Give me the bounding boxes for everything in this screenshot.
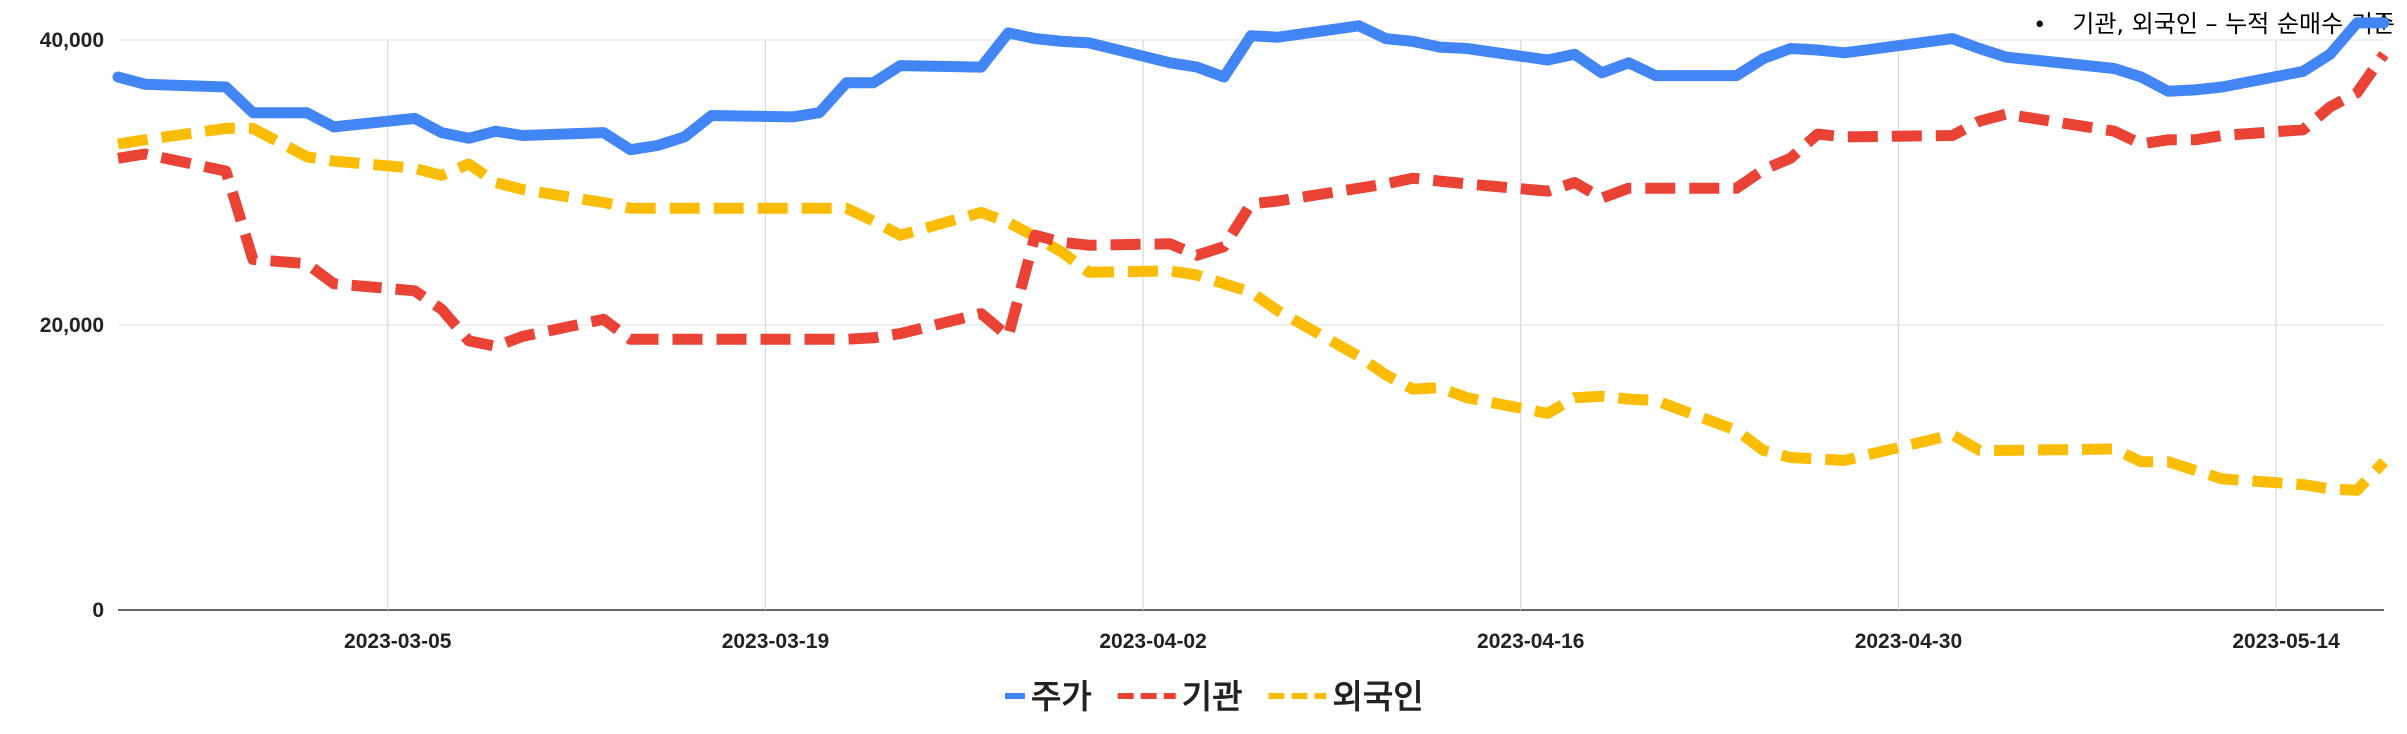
x-tick-label: 2023-04-16 [1477,630,1584,653]
x-tick-label: 2023-04-30 [1855,630,1962,653]
x-tick-label: 2023-03-05 [344,630,452,653]
legend-label: 주가 [1031,677,1092,716]
x-tick-label: 2023-03-19 [722,630,829,653]
x-tick-label: 2023-05-14 [2232,630,2340,653]
series-line-1 [117,51,2389,352]
note-bullet: • [2033,13,2047,38]
legend-label: 기관 [1182,677,1243,716]
y-tick-label: 0 [92,599,104,622]
series-lines [112,17,2390,496]
y-axis: 0 20,000 40,000 [40,29,104,622]
legend-label: 외국인 [1332,677,1423,716]
x-tick-label: 2023-04-02 [1099,630,1206,653]
series-line-0 [112,17,2390,156]
x-axis: 2023-03-05 2023-03-19 2023-04-02 2023-04-16… [344,630,2340,653]
chart-legend: 주가 기관 외국인 [1005,677,1424,716]
chart-grid [118,39,2384,611]
series-line-2 [117,122,2388,496]
y-tick-label: 20,000 [40,314,104,337]
y-tick-label: 40,000 [40,29,104,52]
